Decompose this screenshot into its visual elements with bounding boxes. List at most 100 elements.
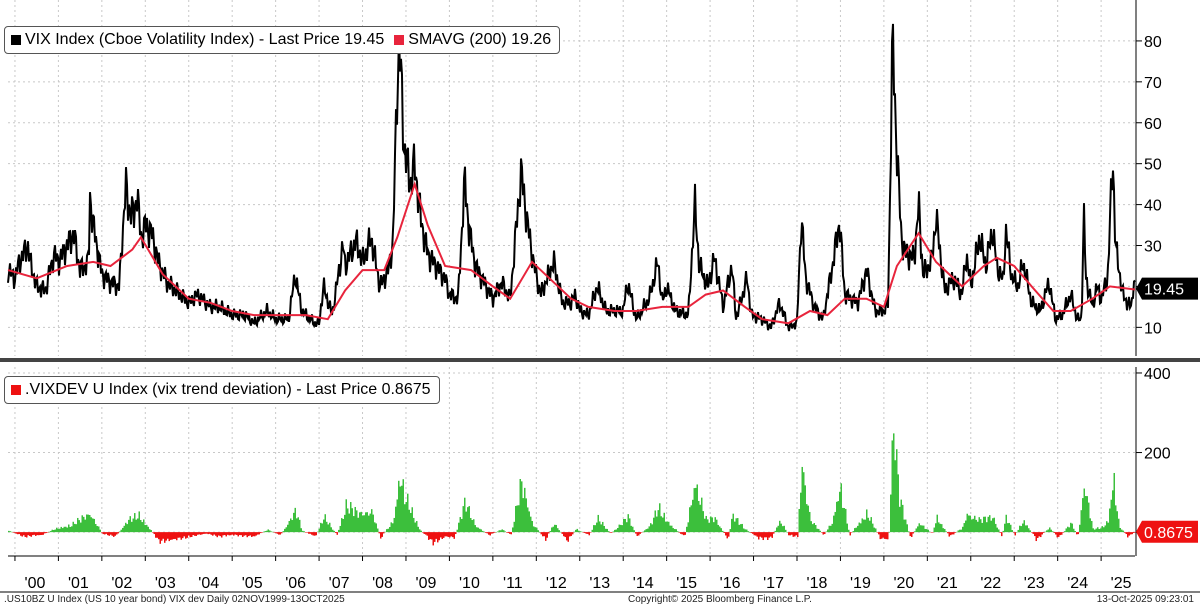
vixdev-bar <box>207 532 209 535</box>
vixdev-bar <box>879 532 881 540</box>
vixdev-bar <box>984 516 986 533</box>
vixdev-bar <box>771 532 773 538</box>
vixdev-bar <box>656 516 658 533</box>
vixdev-bar <box>903 519 905 533</box>
vixdev-bar <box>387 528 389 533</box>
vixdev-bar <box>357 517 359 533</box>
vixdev-bar <box>533 526 535 533</box>
vixdev-bar <box>45 532 47 534</box>
vixdev-bar <box>833 515 835 533</box>
vixdev-bar <box>650 523 652 533</box>
vixdev-bar <box>203 532 205 534</box>
vixdev-bar <box>242 532 244 537</box>
vixdev-bar <box>26 532 28 538</box>
vixdev-bar <box>260 532 262 534</box>
vixdev-bar <box>159 532 161 544</box>
vixdev-bar <box>779 520 781 533</box>
vixdev-bar <box>774 530 776 533</box>
vixdev-bar <box>992 518 994 533</box>
vixdev-bar <box>698 500 700 533</box>
vixdev-bar <box>366 512 368 533</box>
vixdev-bar <box>675 529 677 533</box>
vixdev-bar <box>764 532 766 538</box>
vixdev-bar <box>500 530 502 533</box>
vixdev-bar <box>1059 532 1061 536</box>
vixdev-bar <box>293 512 295 533</box>
vixdev-bar <box>857 525 859 533</box>
vixdev-bar <box>540 532 542 535</box>
vixdev-bar <box>657 510 659 533</box>
vixdev-bar <box>474 525 476 533</box>
vixdev-bar <box>404 504 406 533</box>
vixdev-bar <box>329 522 331 533</box>
vixdev-bar <box>1007 523 1009 533</box>
vixdev-bars <box>8 433 1136 546</box>
vixdev-bar <box>665 521 667 533</box>
vixdev-bar <box>807 505 809 533</box>
vixdev-bar <box>608 531 610 533</box>
vixdev-bar <box>167 532 169 539</box>
vixdev-bar <box>612 531 614 533</box>
vixdev-bar <box>741 523 743 533</box>
vixdev-bar <box>396 499 398 533</box>
vixdev-bar <box>875 528 877 533</box>
footer-timestamp: 13-Oct-2025 09:23:01 <box>1096 594 1194 605</box>
vixdev-bar <box>18 532 20 535</box>
vixdev-bar <box>8 530 10 533</box>
vixdev-bar <box>786 532 788 533</box>
vixdev-bar <box>947 532 949 534</box>
vixdev-bar <box>137 518 139 533</box>
vixdev-bar <box>447 532 449 537</box>
x-tick-label: '11 <box>503 575 523 592</box>
vixdev-bar <box>318 528 320 533</box>
vixdev-bar <box>1119 527 1121 533</box>
vixdev-bar <box>695 487 697 533</box>
vixdev-bar <box>21 532 23 537</box>
vixdev-bar <box>47 532 49 533</box>
vixdev-bar <box>1050 529 1052 533</box>
vixdev-bar <box>476 527 478 533</box>
vixdev-bar <box>1083 488 1085 533</box>
vixdev-bar <box>968 515 970 533</box>
x-tick-label: '19 <box>850 575 871 592</box>
vixdev-bar <box>278 532 280 535</box>
vixdev-bar <box>1061 532 1063 535</box>
vixdev-bar <box>531 520 533 533</box>
vixdev-bar <box>296 518 298 533</box>
vixdev-bar <box>1040 532 1042 538</box>
vixdev-bar <box>797 532 799 538</box>
vixdev-bar <box>437 532 439 543</box>
vixdev-bar <box>219 532 221 537</box>
vixdev-bar <box>303 531 305 533</box>
vixdev-bar <box>77 517 79 533</box>
x-tick-label: '04 <box>198 575 219 592</box>
vixdev-bar <box>692 499 694 533</box>
vixdev-bar <box>197 532 199 535</box>
vixdev-bar <box>969 515 971 533</box>
vixdev-bar <box>395 506 397 533</box>
vixdev-bar <box>324 514 326 533</box>
vixdev-bar <box>638 532 640 536</box>
vixdev-bar <box>306 532 308 533</box>
vixdev-bar <box>1071 523 1073 533</box>
footer-copyright: Copyright© 2025 Bloomberg Finance L.P. <box>628 594 812 605</box>
vixdev-bar <box>950 532 952 536</box>
x-tick-label: '14 <box>633 575 654 592</box>
vixdev-bar <box>645 529 647 533</box>
vixdev-bar <box>132 518 134 533</box>
vixdev-bar <box>840 483 842 533</box>
x-tick-label: '07 <box>329 575 350 592</box>
vixdev-bar <box>600 524 602 533</box>
vixdev-bar <box>393 517 395 533</box>
vixdev-bar <box>248 532 250 537</box>
grid-lines <box>8 0 1135 556</box>
vixdev-bar <box>81 515 83 533</box>
vixdev-bar <box>662 517 664 533</box>
vixdev-bar <box>690 505 692 533</box>
vixdev-bar <box>65 526 67 533</box>
vixdev-bar <box>822 532 824 535</box>
vixdev-bar <box>182 532 184 539</box>
vixdev-bar <box>342 519 344 533</box>
vixdev-bar <box>300 528 302 533</box>
vixdev-bar <box>1098 528 1100 533</box>
